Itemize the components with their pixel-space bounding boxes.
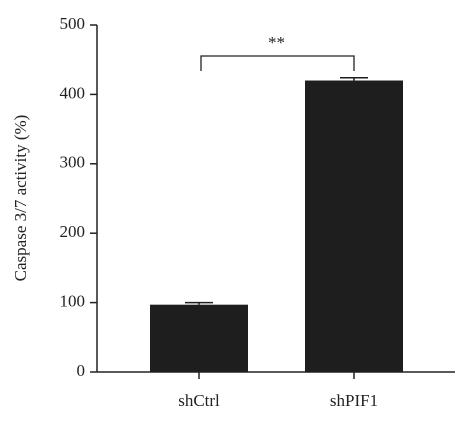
significance-bracket (200, 55, 355, 71)
error-bar (340, 76, 368, 81)
significance-label: ** (268, 33, 285, 52)
bar (305, 80, 403, 373)
y-tick-label: 200 (60, 222, 86, 241)
y-tick-label: 300 (60, 153, 86, 172)
y-axis-label: Caspase 3/7 activity (%) (11, 115, 30, 282)
bar (150, 304, 248, 372)
y-tick-label: 0 (77, 361, 86, 380)
error-bar (185, 301, 213, 305)
y-tick-label: 500 (60, 14, 86, 33)
x-tick-label: shPIF1 (330, 391, 378, 410)
y-tick-label: 400 (60, 83, 86, 102)
y-tick-label: 100 (60, 292, 86, 311)
x-tick-label: shCtrl (178, 391, 220, 410)
